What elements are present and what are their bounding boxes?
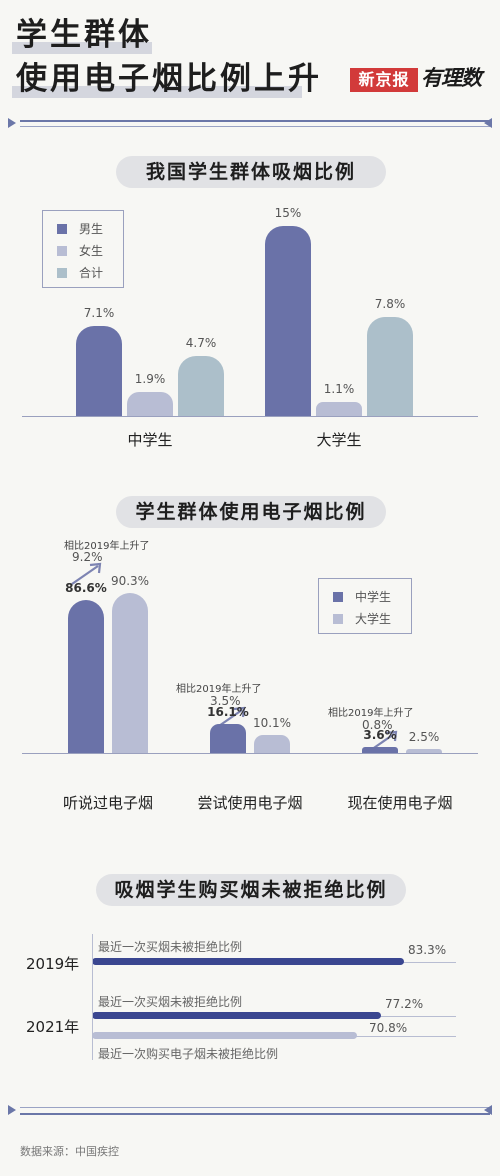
annotation-tried-value: 3.5% [210,694,241,708]
legend-label-total: 合计 [79,266,104,280]
legend-label-college: 大学生 [355,612,392,626]
annotation-heard-value: 9.2% [72,550,103,564]
legend-item-total: 合计 [57,264,103,281]
bar-middle-total [178,356,224,416]
bar-college-total [367,317,413,416]
chart2-legend: 中学生 大学生 [318,578,412,634]
label-middle-female: 1.9% [134,372,166,386]
bar-heard-middle [68,600,104,753]
bottom-divider-thin [20,1107,490,1108]
bar-college-female [316,402,362,416]
hbar-2021-value-2: 70.8% [369,1021,408,1035]
legend-item-male: 男生 [57,220,103,237]
brand-logo: 新京报 [350,68,418,92]
chart2-axis [22,753,478,754]
chart1-title: 我国学生群体吸烟比例 [116,156,386,188]
bar-tried-college [254,735,290,753]
bar-middle-male [76,326,122,416]
chart2-title: 学生群体使用电子烟比例 [116,496,386,528]
divider-arrow-right-icon [484,1105,492,1115]
legend-swatch-college [333,614,343,624]
chart1-category-middle: 中学生 [127,431,173,449]
data-source: 数据来源：中国疾控 [20,1145,119,1158]
page-title-line1: 学生群体 [16,17,152,53]
bar-tried-middle [210,724,246,753]
top-divider [20,120,490,122]
chart1-axis [22,416,478,417]
chart2-category-current: 现在使用电子烟 [347,794,453,812]
chart1-category-college: 大学生 [316,431,362,449]
legend-label-male: 男生 [79,222,104,236]
annotation-heard-text: 相比2019年上升了 [64,541,150,552]
brand-script-logo: 有理数 [421,66,482,90]
annotation-tried-text: 相比2019年上升了 [176,684,262,695]
trend-arrow-icon [71,562,102,585]
chart1-legend: 男生 女生 合计 [42,210,124,288]
label-middle-total: 4.7% [185,336,217,350]
label-heard-college: 90.3% [110,574,150,588]
hbar-2019-value: 83.3% [408,943,447,957]
year-2019: 2019年 [26,955,80,973]
bar-college-male [265,226,311,416]
hbar-2019-cigarette [92,958,404,965]
legend-item-female: 女生 [57,242,103,259]
label-middle-male: 7.1% [83,306,115,320]
title-highlight-2 [12,86,302,98]
legend-item-middle: 中学生 [333,588,391,605]
hbar-2021-cigarette [92,1012,381,1019]
bar-middle-female [127,392,173,416]
bottom-divider [20,1113,490,1115]
bar-current-college [406,749,442,753]
page-title-line2: 使用电子烟比例上升 [16,61,322,97]
chart2-category-tried: 尝试使用电子烟 [197,794,303,812]
divider-arrow-left-icon [8,1105,16,1115]
hbar-2021-label-2: 最近一次购买电子烟未被拒绝比例 [98,1047,279,1061]
hbar-2021-ecigarette [92,1032,357,1039]
annotation-current-value: 0.8% [362,718,393,732]
label-tried-middle: 16.1% [207,705,249,719]
chart3-title: 吸烟学生购买烟未被拒绝比例 [96,874,406,906]
legend-swatch-total [57,268,67,278]
legend-item-college: 大学生 [333,610,391,627]
label-college-female: 1.1% [323,382,355,396]
hbar-2019-label: 最近一次买烟未被拒绝比例 [98,940,243,954]
label-tried-college: 10.1% [252,716,292,730]
legend-swatch-middle [333,592,343,602]
label-current-middle: 3.6% [363,728,397,742]
legend-swatch-female [57,246,67,256]
label-college-total: 7.8% [374,297,406,311]
divider-arrow-left-icon [8,118,16,128]
legend-label-female: 女生 [79,244,104,258]
chart3-group-bracket [92,934,93,1060]
legend-label-middle: 中学生 [355,590,392,604]
bar-heard-college [112,593,148,753]
title-highlight-1 [12,42,152,54]
label-current-college: 2.5% [408,730,440,744]
hbar-2021-label-1: 最近一次买烟未被拒绝比例 [98,995,243,1009]
top-divider-thin [20,126,490,127]
divider-arrow-right-icon [484,118,492,128]
hbar-2021-value-1: 77.2% [385,997,424,1011]
label-college-male: 15% [274,206,302,220]
legend-swatch-male [57,224,67,234]
annotation-current-text: 相比2019年上升了 [328,708,414,719]
year-2021: 2021年 [26,1018,80,1036]
chart2-category-heard: 听说过电子烟 [62,794,153,812]
bar-current-middle [362,747,398,753]
label-heard-middle: 86.6% [65,581,107,595]
